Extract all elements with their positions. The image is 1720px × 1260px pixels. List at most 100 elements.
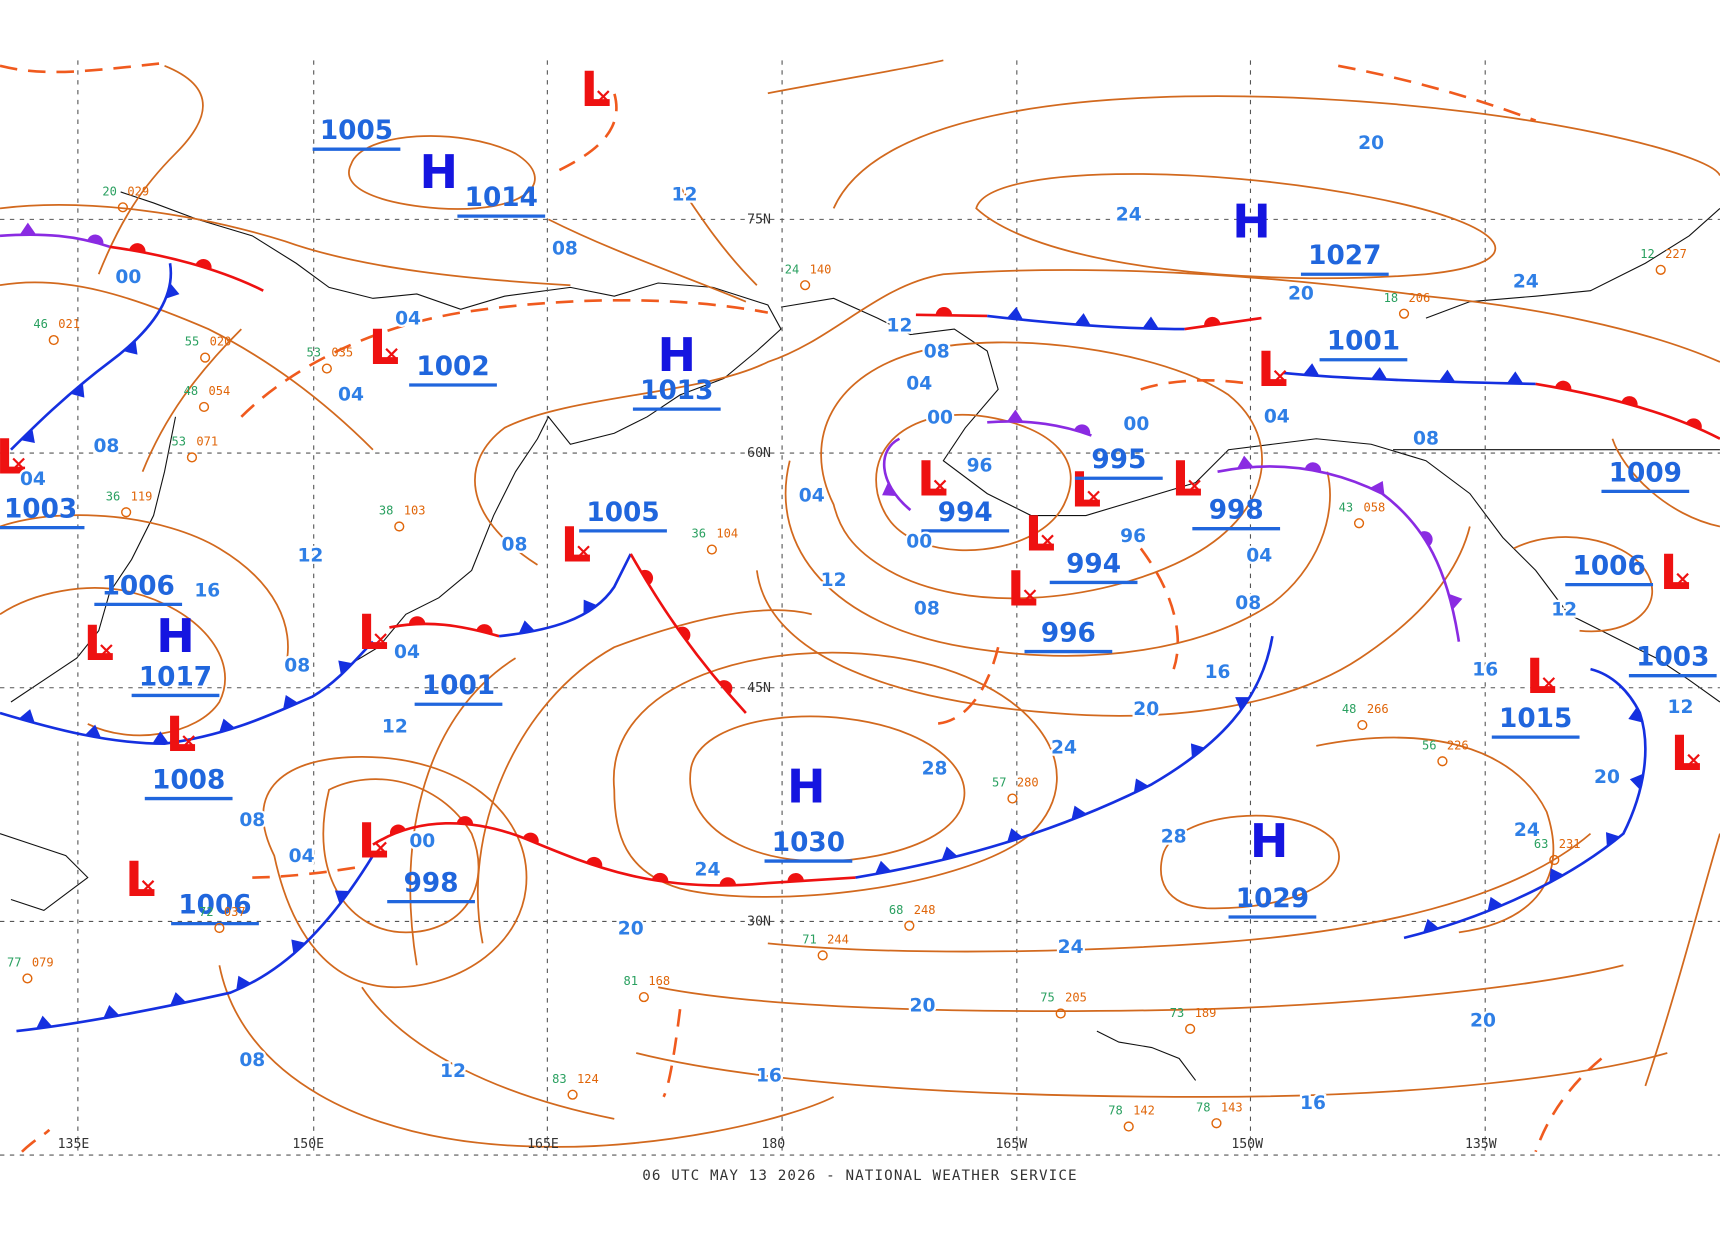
low-mark (597, 90, 610, 103)
isobar-label: 00 (409, 831, 435, 852)
front-symbol (1487, 896, 1503, 912)
isobar-label: 20 (1470, 1011, 1496, 1032)
front-symbol (1438, 369, 1456, 382)
low-mark (100, 644, 113, 657)
front-symbol (123, 340, 138, 355)
isobar-label: 08 (239, 1050, 265, 1071)
center-pressure: 994 (938, 498, 993, 528)
station-marker (48, 334, 59, 346)
low-symbol: L (1257, 342, 1288, 398)
isobar-label: 20 (1594, 767, 1620, 788)
longitude-label: 135W (1465, 1137, 1497, 1152)
isobar-label: 16 (1300, 1093, 1326, 1114)
low-mark (374, 841, 387, 855)
longitude-label: 135E (58, 1137, 90, 1152)
low-symbol: L (1660, 545, 1691, 601)
front-symbol (1204, 316, 1221, 327)
center-pressure: 998 (1209, 496, 1264, 526)
latitude-label: 75N (747, 212, 771, 227)
station-pressure: 280 (1017, 776, 1039, 790)
center-pressure: 1027 (1308, 241, 1381, 271)
station-pressure: 021 (58, 317, 80, 331)
isobar-label: 12 (821, 570, 847, 591)
front-symbol (1303, 363, 1320, 376)
low-mark (385, 348, 398, 361)
station-temp: 83 (552, 1072, 567, 1086)
station-marker (1185, 1023, 1196, 1034)
front-symbol (389, 824, 406, 836)
coastlines (0, 191, 1720, 1081)
isobar-label: 04 (289, 846, 315, 867)
front-symbol (586, 856, 603, 868)
front-symbol (18, 709, 35, 724)
front-symbol (1006, 306, 1024, 320)
warm-front (915, 313, 988, 318)
longitude-label: 180 (761, 1137, 785, 1152)
station-temp: 57 (992, 776, 1007, 790)
station-marker (706, 544, 717, 555)
isobar-label: 96 (1120, 526, 1146, 547)
station-temp: 55 (185, 335, 200, 349)
fronts (0, 222, 1720, 1033)
isobar-label: 24 (695, 859, 721, 880)
station-temp: 12 (1640, 247, 1655, 261)
station-marker (1353, 518, 1365, 529)
station-temp: 36 (691, 527, 706, 541)
front-symbol (152, 731, 169, 744)
center-pressure: 1014 (465, 183, 538, 213)
low-symbol: L (125, 852, 156, 908)
isobar-label: 96 (967, 456, 993, 477)
low-mark (1273, 369, 1287, 383)
isobar-label: 28 (922, 758, 948, 779)
low-mark (1188, 479, 1201, 493)
front-symbol (1605, 832, 1620, 847)
low-mark (1542, 677, 1556, 690)
center-pressure: 995 (1091, 445, 1146, 475)
center-pressure: 1001 (1327, 327, 1400, 357)
high-symbol: H (1232, 194, 1271, 248)
low-mark (1687, 753, 1700, 767)
low-mark (182, 735, 195, 748)
isobar-label: 16 (1472, 660, 1498, 681)
front-symbol (36, 1015, 53, 1029)
warm-front (629, 553, 747, 714)
footer: 06 UTC MAY 13 2026 - NATIONAL WEATHER SE… (642, 1168, 1077, 1184)
front-symbol (882, 481, 897, 496)
isobar-label: 08 (284, 655, 310, 676)
station-marker (214, 922, 225, 934)
station-pressure: 054 (208, 384, 230, 398)
latitude-label: 30N (747, 914, 771, 929)
front-symbol (1074, 313, 1091, 326)
isobar-label: 12 (297, 546, 323, 567)
low-symbol: L (1007, 561, 1038, 617)
isobar-label: 04 (799, 485, 825, 506)
front-symbol (677, 626, 691, 642)
warm-front (372, 821, 856, 887)
station-pressure: 143 (1221, 1100, 1243, 1114)
front-symbol (1628, 707, 1643, 723)
front-symbol (103, 1005, 120, 1019)
front-symbol (1235, 697, 1250, 711)
front-symbol (129, 243, 146, 253)
front-symbol (1142, 316, 1159, 329)
low-mark (933, 479, 947, 493)
isobar-label: 08 (552, 238, 578, 259)
station-marker (186, 452, 198, 463)
isobar-label: 08 (914, 598, 940, 619)
station-pressure: 029 (127, 184, 149, 198)
station-marker (800, 280, 811, 291)
front-symbol (583, 599, 598, 615)
isobar-label: 20 (618, 919, 644, 940)
isobar-label: 24 (1513, 271, 1539, 292)
low-symbol: L (358, 814, 389, 870)
isobar-label: 20 (1288, 283, 1314, 304)
station-pressure: 231 (1559, 837, 1581, 851)
station-temp: 75 (1040, 991, 1055, 1005)
isobar-label: 00 (115, 267, 141, 288)
center-pressure: 1013 (640, 376, 713, 406)
station-marker (1549, 854, 1560, 866)
station-pressure: 266 (1367, 702, 1389, 716)
station-temp: 38 (379, 504, 394, 518)
high-symbol: H (658, 328, 697, 382)
